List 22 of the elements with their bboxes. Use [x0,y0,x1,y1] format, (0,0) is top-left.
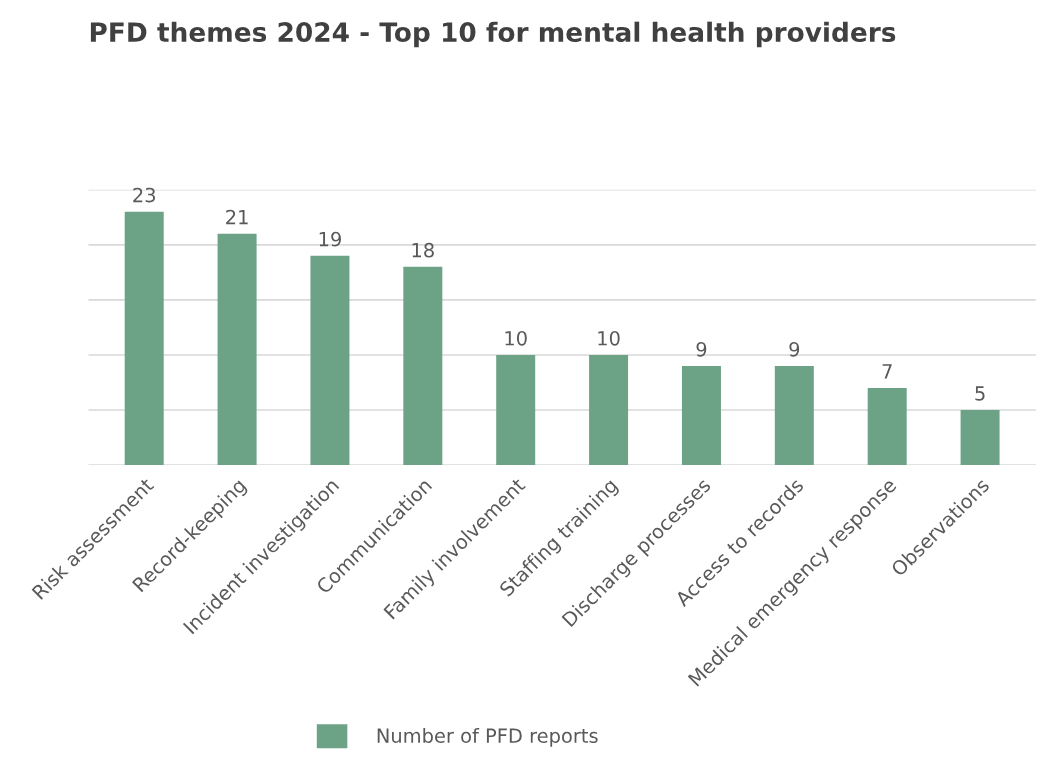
data-label: 5 [975,386,985,401]
data-label: 9 [696,341,707,357]
bar [774,365,814,466]
bar [217,233,257,466]
bar [960,410,1000,466]
data-label: 23 [133,187,156,203]
bar [496,354,536,466]
data-label: 10 [598,330,620,346]
data-label: 21 [226,209,248,225]
bar [867,388,907,466]
data-label: 18 [412,242,434,258]
bar [589,354,629,466]
data-label: 10 [505,330,527,346]
bar [124,211,164,466]
bar [681,365,721,466]
data-label: 9 [789,341,800,357]
bar [310,255,350,466]
bar [403,266,443,466]
chart-title: PFD themes 2024 - Top 10 for mental health providers [90,21,896,48]
data-label: 19 [319,231,341,247]
data-label: 7 [882,364,892,379]
legend-label: Number of PFD reports [377,727,598,747]
